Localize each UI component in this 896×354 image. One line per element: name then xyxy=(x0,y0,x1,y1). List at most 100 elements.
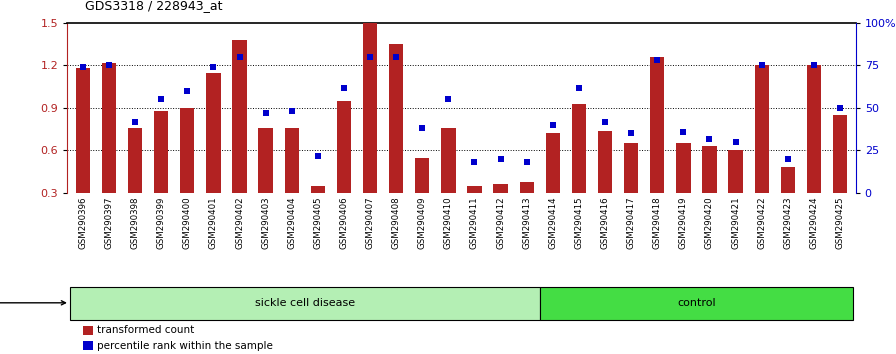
Bar xyxy=(676,143,691,193)
Point xyxy=(102,63,116,68)
Bar xyxy=(624,143,638,193)
Bar xyxy=(206,73,220,193)
Point xyxy=(833,105,848,111)
Text: GSM290401: GSM290401 xyxy=(209,196,218,249)
Point xyxy=(258,110,272,116)
Point xyxy=(702,136,717,141)
Point xyxy=(728,139,743,145)
Text: control: control xyxy=(677,298,716,308)
Point xyxy=(389,54,403,60)
Text: disease state: disease state xyxy=(0,298,65,308)
Text: GSM290411: GSM290411 xyxy=(470,196,479,249)
Bar xyxy=(806,65,821,193)
Point xyxy=(546,122,560,128)
Point xyxy=(754,63,769,68)
Text: GSM290403: GSM290403 xyxy=(261,196,270,249)
Bar xyxy=(598,131,612,193)
Text: GSM290414: GSM290414 xyxy=(548,196,557,249)
Point xyxy=(441,97,455,102)
Bar xyxy=(754,65,769,193)
Point xyxy=(624,131,638,136)
Text: transformed count: transformed count xyxy=(97,325,194,336)
Text: GSM290400: GSM290400 xyxy=(183,196,192,249)
Text: sickle cell disease: sickle cell disease xyxy=(254,298,355,308)
Bar xyxy=(833,115,848,193)
Point xyxy=(780,156,795,162)
Text: GSM290399: GSM290399 xyxy=(157,196,166,249)
Bar xyxy=(441,128,455,193)
Point xyxy=(468,160,482,165)
Text: GSM290422: GSM290422 xyxy=(757,196,766,249)
Bar xyxy=(702,146,717,193)
Text: GSM290419: GSM290419 xyxy=(679,196,688,249)
Bar xyxy=(337,101,351,193)
Point xyxy=(232,54,246,60)
Bar xyxy=(546,133,560,193)
Bar xyxy=(154,111,168,193)
FancyBboxPatch shape xyxy=(539,287,853,320)
Bar xyxy=(102,63,116,193)
Text: GSM290413: GSM290413 xyxy=(522,196,531,249)
Point xyxy=(676,129,691,135)
Bar xyxy=(180,108,194,193)
Bar xyxy=(75,68,90,193)
Text: GSM290412: GSM290412 xyxy=(496,196,505,249)
Bar xyxy=(232,40,246,193)
Point xyxy=(415,126,429,131)
Point xyxy=(598,119,612,124)
Text: GSM290417: GSM290417 xyxy=(626,196,635,249)
Text: GSM290424: GSM290424 xyxy=(809,196,818,249)
Text: GSM290410: GSM290410 xyxy=(444,196,452,249)
Bar xyxy=(494,184,508,193)
Text: GSM290402: GSM290402 xyxy=(235,196,244,249)
Text: GSM290406: GSM290406 xyxy=(340,196,349,249)
Point xyxy=(650,58,665,63)
Point xyxy=(337,85,351,90)
Point xyxy=(311,153,325,158)
Point xyxy=(363,54,377,60)
Point xyxy=(154,97,168,102)
FancyBboxPatch shape xyxy=(70,287,539,320)
Bar xyxy=(520,182,534,193)
Bar xyxy=(468,186,482,193)
Text: GDS3318 / 228943_at: GDS3318 / 228943_at xyxy=(85,0,222,12)
Bar xyxy=(83,326,93,335)
Text: GSM290397: GSM290397 xyxy=(105,196,114,249)
Bar xyxy=(128,128,142,193)
Text: percentile rank within the sample: percentile rank within the sample xyxy=(97,341,273,351)
Bar xyxy=(572,104,586,193)
Text: GSM290421: GSM290421 xyxy=(731,196,740,249)
Text: GSM290423: GSM290423 xyxy=(783,196,792,249)
Text: GSM290409: GSM290409 xyxy=(418,196,426,249)
Text: GSM290405: GSM290405 xyxy=(314,196,323,249)
Bar xyxy=(389,44,403,193)
Text: GSM290398: GSM290398 xyxy=(131,196,140,249)
Bar xyxy=(650,57,665,193)
Text: GSM290418: GSM290418 xyxy=(653,196,662,249)
Bar xyxy=(311,186,325,193)
Text: GSM290408: GSM290408 xyxy=(392,196,401,249)
Bar xyxy=(363,23,377,193)
Text: GSM290407: GSM290407 xyxy=(366,196,375,249)
Text: GSM290404: GSM290404 xyxy=(288,196,297,249)
Point xyxy=(206,64,220,70)
Text: GSM290396: GSM290396 xyxy=(78,196,88,249)
Point xyxy=(520,160,534,165)
Point xyxy=(494,156,508,162)
Bar xyxy=(780,167,795,193)
Bar xyxy=(83,341,93,350)
Bar xyxy=(415,158,429,193)
Text: GSM290425: GSM290425 xyxy=(835,196,845,249)
Text: GSM290415: GSM290415 xyxy=(574,196,583,249)
Point xyxy=(285,109,299,114)
Bar xyxy=(258,128,272,193)
Point xyxy=(128,119,142,124)
Point xyxy=(806,63,821,68)
Point xyxy=(75,64,90,70)
Bar xyxy=(728,150,743,193)
Point xyxy=(572,85,586,90)
Text: GSM290416: GSM290416 xyxy=(600,196,609,249)
Text: GSM290420: GSM290420 xyxy=(705,196,714,249)
Bar xyxy=(285,128,299,193)
Point xyxy=(180,88,194,94)
